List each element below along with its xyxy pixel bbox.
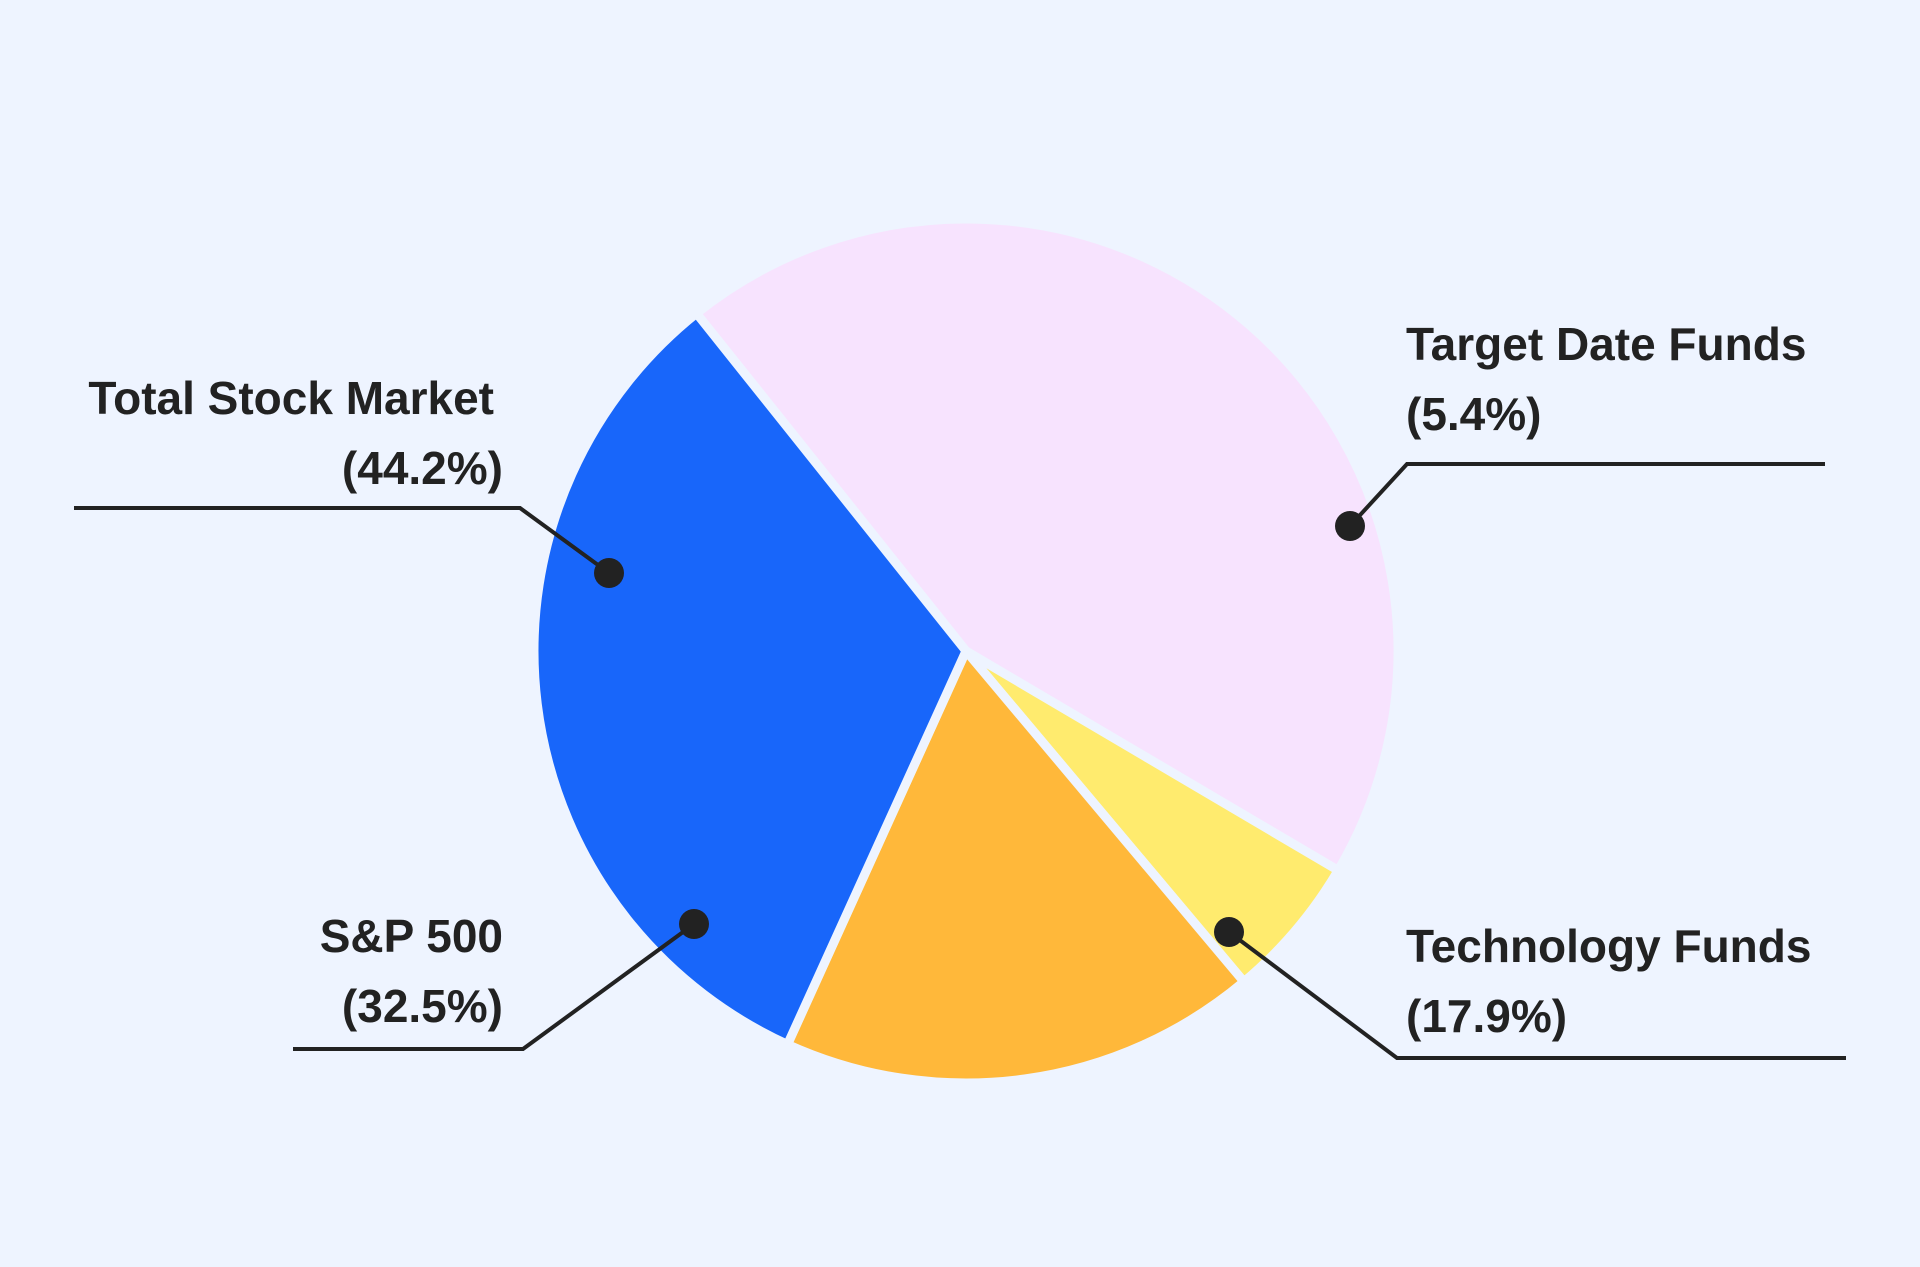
label-name-technology-funds: Technology Funds — [1406, 920, 1811, 972]
leader-line-sp-500 — [293, 922, 696, 1051]
pie-slice-total-stock-market — [691, 214, 1403, 875]
leader-line-target-date-funds — [1348, 462, 1825, 528]
label-pct-total-stock-market: (44.2%) — [342, 442, 503, 494]
pie-slice-sp-500 — [529, 308, 971, 1049]
anchor-dot-total-stock-market — [594, 558, 624, 588]
leader-line-total-stock-market — [74, 506, 611, 575]
pie-slices — [529, 214, 1403, 1088]
label-pct-technology-funds: (17.9%) — [1406, 990, 1567, 1042]
pie-slice-technology-funds — [783, 646, 1249, 1088]
leader-line-technology-funds — [1227, 930, 1846, 1060]
label-name-sp-500: S&P 500 — [320, 910, 503, 962]
anchor-dot-sp-500 — [679, 909, 709, 939]
anchor-dot-target-date-funds — [1335, 511, 1365, 541]
label-name-target-date-funds: Target Date Funds — [1406, 318, 1806, 370]
label-name-total-stock-market: Total Stock Market — [88, 372, 494, 424]
label-pct-target-date-funds: (5.4%) — [1406, 388, 1541, 440]
anchor-dot-technology-funds — [1214, 917, 1244, 947]
label-pct-sp-500: (32.5%) — [342, 980, 503, 1032]
